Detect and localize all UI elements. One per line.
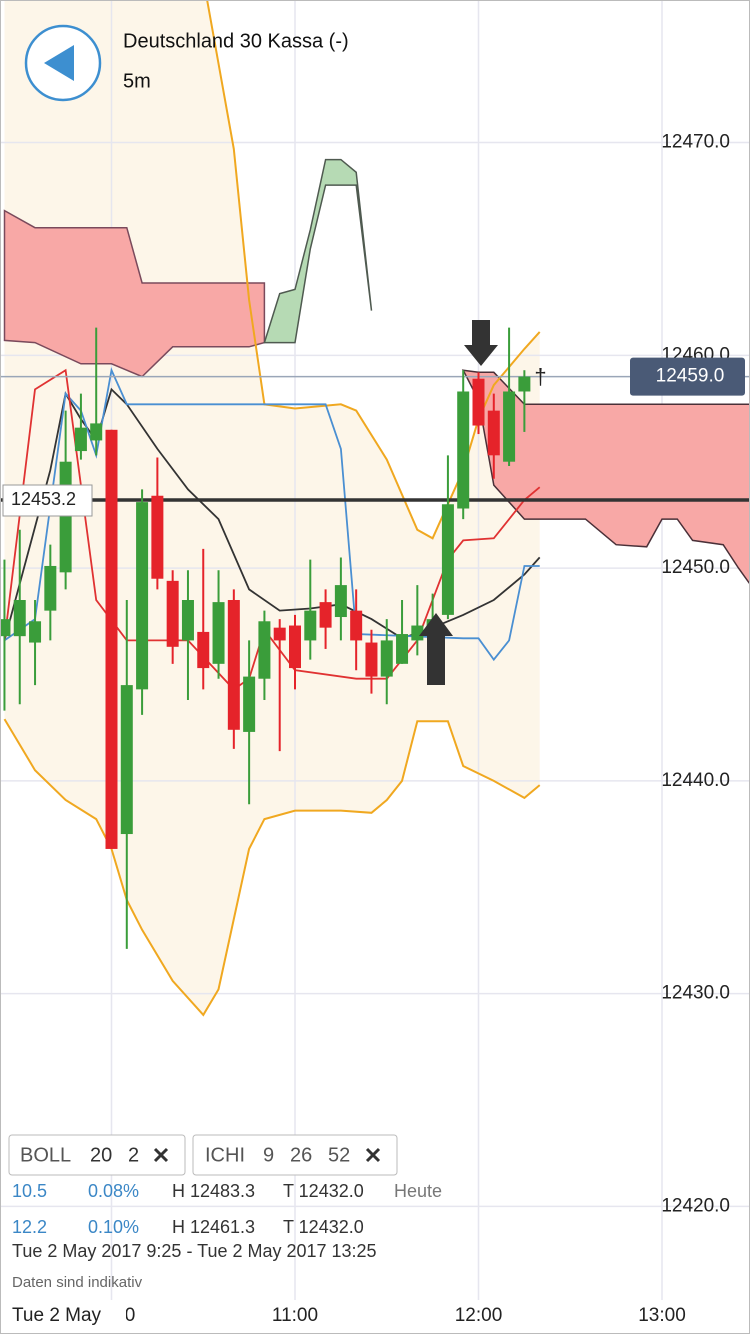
x-tick-label: 13:00 (638, 1305, 686, 1326)
indicator-line (3, 367, 540, 662)
date-label-bg (2, 1301, 126, 1332)
tag-param: 20 (90, 1144, 112, 1166)
candle-body (44, 565, 57, 611)
back-button[interactable] (24, 24, 102, 102)
y-tick-label: 12430.0 (661, 983, 730, 1004)
candle-body (151, 495, 164, 579)
disclaimer: Daten sind indikativ (12, 1274, 143, 1291)
candle-body (503, 391, 516, 462)
candle-body (273, 627, 286, 641)
stat-high: H 12461.3 (172, 1217, 255, 1237)
x-tick-label: 11:00 (272, 1305, 318, 1326)
back-icon[interactable] (44, 45, 74, 81)
candle-body (457, 391, 470, 509)
candle-body (136, 502, 149, 690)
candle-body (365, 642, 378, 677)
candle-body (212, 602, 225, 664)
candle-body (380, 640, 393, 677)
ichimoku-cloud (263, 158, 373, 344)
candle-body (319, 602, 332, 628)
x-date-label: Tue 2 May (12, 1305, 102, 1326)
price-label-box (630, 357, 745, 396)
stat-percent: 0.10% (88, 1217, 139, 1237)
stat-low: T 12432.0 (283, 1217, 364, 1237)
tag-param: 26 (290, 1144, 312, 1166)
tag-name: ICHI (205, 1144, 245, 1166)
candle-body (197, 631, 210, 669)
candle-body (74, 427, 87, 452)
buy-arrow (419, 613, 453, 685)
candle-body (29, 621, 42, 643)
candle-body (334, 585, 347, 618)
y-tick-label: 12450.0 (661, 557, 730, 578)
candle-body (105, 429, 118, 849)
candle-body (13, 600, 26, 637)
y-tick-label: 12420.0 (661, 1195, 730, 1216)
tag-name: BOLL (20, 1144, 71, 1166)
stat-low: T 12432.0 (283, 1181, 364, 1201)
header: Deutschland 30 Kassa (-) 5m (24, 24, 349, 102)
level-label-box (2, 484, 93, 517)
candle-body (411, 625, 424, 641)
tag-box[interactable] (192, 1134, 398, 1176)
x-tick-label: 12:00 (455, 1305, 503, 1326)
candle-body (120, 685, 133, 835)
candle-body (0, 619, 11, 637)
level-label: 12453.2 (11, 489, 76, 509)
candle-body (243, 676, 256, 732)
stat-change: 12.2 (12, 1217, 47, 1237)
indicator-tags: BOLL 20 2 ICHI 9 26 52 (8, 1134, 398, 1176)
candle-body (90, 423, 103, 441)
candle-body (518, 376, 531, 392)
tag-param: 52 (328, 1144, 350, 1166)
band-fill (4, 0, 540, 1015)
stats: 10.5 0.08% H 12483.3 T 12432.0 Heute 12.… (12, 1181, 442, 1291)
ichimoku-cloud (461, 369, 750, 586)
candle-body (487, 410, 500, 456)
y-tick-label: 12440.0 (661, 770, 730, 791)
overlay: 12420.012430.012440.012450.012460.012470… (2, 132, 745, 1216)
stat-percent: 0.08% (88, 1181, 139, 1201)
remove-icon[interactable] (153, 1147, 169, 1163)
date-range: Tue 2 May 2017 9:25 - Tue 2 May 2017 13:… (12, 1241, 377, 1261)
plot-area: † (0, 0, 750, 1300)
candle-body (441, 504, 454, 615)
tag-param: 2 (128, 1144, 139, 1166)
candle-body (396, 634, 409, 664)
candle-body (289, 625, 301, 669)
tag-box[interactable] (8, 1134, 186, 1176)
y-tick-label: 12470.0 (661, 132, 730, 153)
tag-param: 9 (263, 1144, 274, 1166)
stat-period: Heute (394, 1181, 442, 1201)
sell-arrow (464, 320, 498, 366)
candle-body (181, 600, 194, 641)
candle-body (227, 600, 240, 730)
stat-change: 10.5 (12, 1181, 47, 1201)
candle-body (472, 378, 485, 426)
annotation: † (534, 364, 546, 389)
stat-high: H 12483.3 (172, 1181, 255, 1201)
remove-icon[interactable] (365, 1147, 381, 1163)
instrument-title: Deutschland 30 Kassa (-) (123, 30, 349, 52)
candle-body (59, 461, 72, 573)
interval: 5m (123, 70, 151, 92)
candle-body (350, 610, 363, 641)
candle-body (166, 580, 179, 647)
candle-body (304, 610, 317, 641)
candle-body (258, 621, 271, 679)
price-label: 12459.0 (656, 366, 725, 387)
